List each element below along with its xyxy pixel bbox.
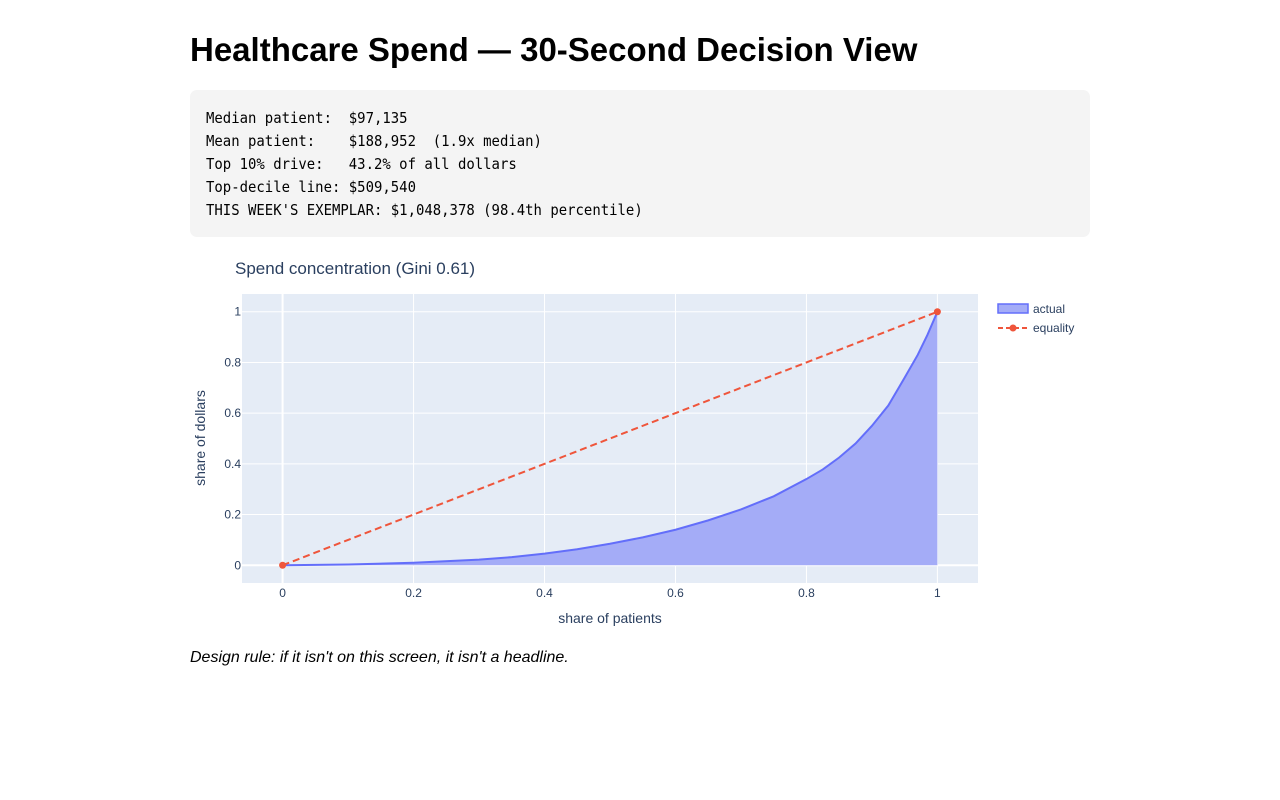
design-rule-note: Design rule: if it isn't on this screen,…: [190, 649, 569, 666]
y-tick-label: 0: [234, 558, 241, 572]
y-tick-label: 1: [234, 305, 241, 319]
legend-label-equality: equality: [1033, 321, 1074, 335]
x-tick-label: 0: [279, 586, 286, 600]
actual-line: [282, 311, 939, 567]
y-tick-label: 0.6: [224, 406, 241, 420]
summary-line-top-decile: Top-decile line: $509,540: [206, 178, 416, 196]
lorenz-chart: Spend concentration (Gini 0.61) 0 0.2 0.4 0…: [192, 259, 1074, 626]
summary-panel: Median patient: $97,135 Mean patient: $1…: [190, 90, 1090, 237]
y-tick-label: 0.2: [224, 508, 241, 522]
y-tick-label: 0.4: [224, 457, 241, 471]
equality-line: [282, 310, 938, 567]
y-axis-ticks: 0 0.2 0.4 0.6 0.8 1: [224, 305, 241, 573]
legend-item-equality[interactable]: equality: [998, 321, 1074, 335]
x-tick-label: 1: [934, 586, 941, 600]
legend-label-actual: actual: [1033, 302, 1065, 316]
legend[interactable]: actual equality: [997, 302, 1074, 335]
series-actual: [282, 311, 939, 567]
legend-marker-equality: [1009, 324, 1017, 332]
summary-line-top-share: Top 10% drive: 43.2% of all dollars: [206, 155, 517, 173]
x-axis-label: share of patients: [558, 610, 662, 626]
chart-title: Spend concentration (Gini 0.61): [235, 259, 475, 278]
x-tick-label: 0.4: [536, 586, 553, 600]
equality-point: [279, 561, 287, 569]
legend-swatch-actual: [997, 303, 1029, 314]
x-tick-label: 0.8: [798, 586, 815, 600]
summary-line-median: Median patient: $97,135: [206, 109, 408, 127]
y-tick-label: 0.8: [224, 355, 241, 369]
summary-line-exemplar: THIS WEEK'S EXEMPLAR: $1,048,378 (98.4th…: [206, 201, 643, 219]
series-equality: [279, 308, 941, 569]
legend-item-actual[interactable]: actual: [997, 302, 1065, 316]
actual-area-fill: [282, 311, 938, 566]
y-axis-label: share of dollars: [192, 390, 208, 486]
summary-line-mean: Mean patient: $188,952 (1.9x median): [206, 132, 542, 150]
x-tick-label: 0.2: [405, 586, 422, 600]
equality-point: [933, 308, 941, 316]
page-title: Healthcare Spend — 30-Second Decision Vi…: [190, 31, 918, 68]
x-tick-label: 0.6: [667, 586, 684, 600]
x-axis-ticks: 0 0.2 0.4 0.6 0.8 1: [279, 586, 941, 600]
